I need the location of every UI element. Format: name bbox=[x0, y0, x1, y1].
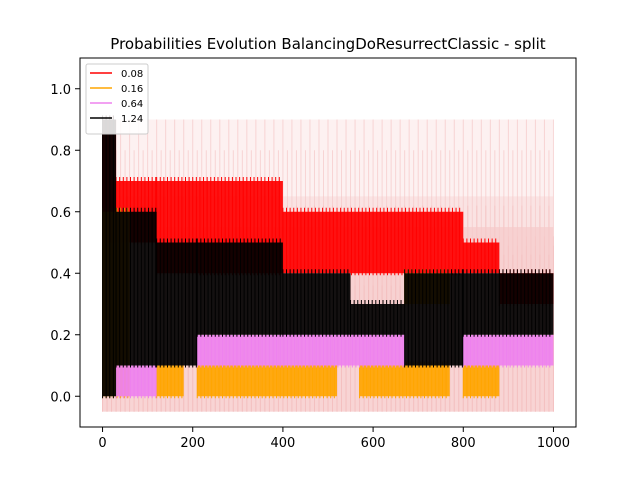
x-tick-label: 600 bbox=[361, 436, 386, 451]
y-tick-label: 0.6 bbox=[50, 206, 71, 221]
series-segment bbox=[116, 211, 157, 366]
series-segment bbox=[350, 304, 405, 335]
plot-frame bbox=[79, 57, 577, 428]
series-segment bbox=[463, 273, 554, 335]
legend-box bbox=[85, 63, 149, 135]
x-tick-label: 1000 bbox=[537, 436, 570, 451]
y-tick-label: 1.0 bbox=[50, 83, 71, 98]
legend-label: 0.64 bbox=[121, 99, 143, 110]
legend-label: 0.16 bbox=[121, 84, 143, 95]
legend-label: 0.08 bbox=[121, 69, 143, 80]
y-tick-label: 0.4 bbox=[50, 267, 71, 282]
legend: 0.08 0.16 0.64 1.24 bbox=[85, 63, 149, 135]
series-segment bbox=[156, 242, 198, 366]
x-tick-label: 0 bbox=[98, 436, 106, 451]
x-axis: 0 200 400 600 800 1000 bbox=[98, 427, 570, 451]
legend-label: 1.24 bbox=[121, 114, 143, 125]
series-0.64 bbox=[115, 330, 554, 399]
y-tick-label: 0.8 bbox=[50, 144, 71, 159]
x-tick-label: 800 bbox=[451, 436, 476, 451]
x-tick-label: 400 bbox=[270, 436, 295, 451]
series-1.24 bbox=[102, 115, 554, 399]
y-tick-label: 0.2 bbox=[50, 329, 71, 344]
series-segment bbox=[463, 334, 554, 366]
series-segment bbox=[359, 365, 450, 397]
series-segment bbox=[197, 365, 338, 397]
x-tick-label: 200 bbox=[180, 436, 205, 451]
series-segment bbox=[156, 365, 184, 397]
y-tick-label: 0.0 bbox=[50, 390, 71, 405]
series-layer bbox=[102, 115, 554, 399]
y-axis: 0.0 0.2 0.4 0.6 0.8 1.0 bbox=[50, 83, 80, 405]
series-segment bbox=[116, 365, 157, 397]
chart-title: Probabilities Evolution BalancingDoResur… bbox=[110, 35, 546, 53]
